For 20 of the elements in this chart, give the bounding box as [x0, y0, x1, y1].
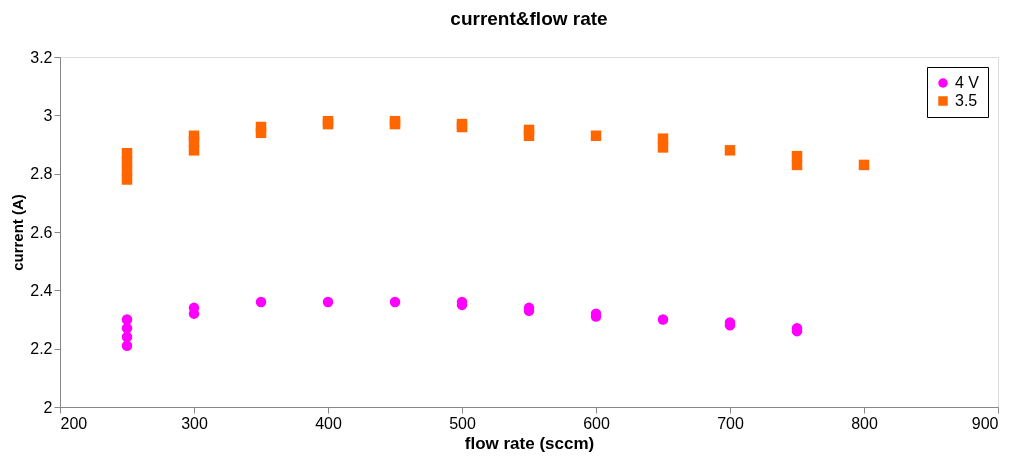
x-tick-label: 300	[181, 414, 208, 432]
y-axis-title: current (A)	[9, 194, 27, 271]
y-tick-label: 2.6	[30, 223, 53, 241]
chart-title: current&flow rate	[450, 8, 608, 29]
legend-label: 4 V	[955, 74, 980, 91]
x-tick-label: 700	[717, 414, 744, 432]
y-tick-label: 2.2	[30, 340, 53, 358]
y-tick-label: 3.2	[30, 48, 53, 66]
x-tick-label: 800	[851, 414, 878, 432]
y-tick-label: 3	[43, 106, 53, 124]
x-tick-label: 900	[971, 414, 999, 432]
x-tick-label: 600	[583, 414, 610, 432]
legend-label: 3.5	[955, 92, 978, 109]
x-tick-label: 400	[315, 414, 342, 432]
y-tick-label: 2.8	[30, 165, 53, 183]
x-tick-label: 200	[60, 414, 88, 432]
x-tick-label: 500	[449, 414, 476, 432]
y-tick-label: 2	[43, 398, 53, 416]
x-axis-title: flow rate (sccm)	[464, 433, 595, 453]
y-tick-label: 2.4	[30, 281, 53, 299]
